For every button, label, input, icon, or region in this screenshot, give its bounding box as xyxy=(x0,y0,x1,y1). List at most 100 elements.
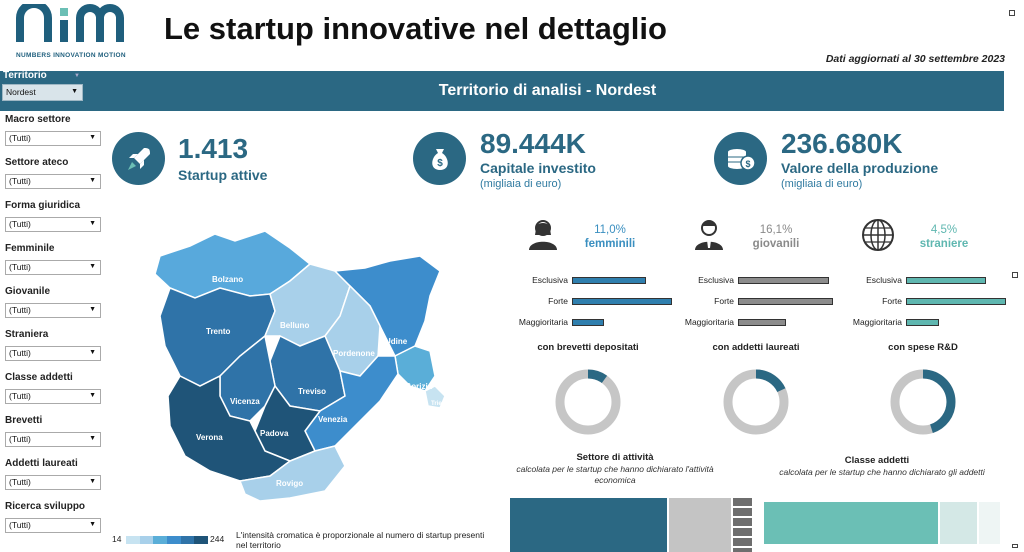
logo: NUMBERS INNOVATION MOTION xyxy=(16,0,150,59)
chevron-down-icon: ▼ xyxy=(89,521,96,528)
stacked-segment[interactable] xyxy=(669,498,733,552)
map-region-gorizia[interactable] xyxy=(394,345,436,392)
bar-label: Forte xyxy=(548,296,568,306)
filter-label: Classe addetti xyxy=(5,372,73,383)
filter-select[interactable]: (Tutti) ▼ xyxy=(5,475,101,490)
chevron-down-icon: ▼ xyxy=(89,177,96,184)
classe-sub: calcolata per le startup che hanno dichi… xyxy=(779,467,985,477)
filter-label: Femminile xyxy=(5,243,55,254)
map-label-pordenone: Pordenone xyxy=(333,349,375,358)
settore-sub: calcolata per le startup che hanno dichi… xyxy=(516,464,714,485)
bar[interactable] xyxy=(572,298,672,305)
bar-label: Esclusiva xyxy=(866,275,902,285)
classe-title: Classe addetti xyxy=(844,455,910,466)
donut-chart[interactable] xyxy=(887,366,959,438)
stacked-segment[interactable] xyxy=(979,502,1002,544)
filter-label: Giovanile xyxy=(5,286,51,297)
bar[interactable] xyxy=(906,319,939,326)
legend-min: 14 xyxy=(112,534,122,544)
filter-select[interactable]: (Tutti) ▼ xyxy=(5,260,101,275)
map-label-rovigo: Rovigo xyxy=(276,479,303,488)
resize-handle[interactable] xyxy=(1009,10,1015,16)
stacked-segment[interactable] xyxy=(764,502,940,544)
update-date: Dati aggiornati al 30 settembre 2023 xyxy=(825,53,1005,65)
filter-label: Ricerca sviluppo xyxy=(5,501,86,512)
kpi-produzione-icon-circle: $ xyxy=(714,132,767,185)
chevron-down-icon: ▼ xyxy=(89,306,96,313)
map-label-bolzano: Bolzano xyxy=(212,275,243,284)
settore-title: Settore di attività xyxy=(576,452,654,463)
stacked-segment[interactable] xyxy=(732,498,754,552)
settore-bar[interactable] xyxy=(510,498,754,552)
bar-label: Maggioritaria xyxy=(518,317,568,327)
donut-chart[interactable] xyxy=(720,366,792,438)
filter-label: Macro settore xyxy=(5,114,71,125)
filter-select[interactable]: (Tutti) ▼ xyxy=(5,174,101,189)
bar[interactable] xyxy=(906,277,986,284)
rocket-icon xyxy=(127,147,150,170)
nordest-map[interactable]: Bolzano Trento Belluno Udine Pordenone G… xyxy=(140,226,470,526)
kpi-capitale-label: Capitale investito xyxy=(480,160,596,176)
logo-mark-icon xyxy=(16,0,124,42)
filter-value: (Tutti) xyxy=(9,348,31,358)
filter-label: Addetti laureati xyxy=(5,458,78,469)
filter-label: Settore ateco xyxy=(5,157,69,168)
map-region-rovigo[interactable] xyxy=(238,445,346,502)
color-legend xyxy=(126,536,209,544)
donut-chart[interactable] xyxy=(552,366,624,438)
filter-select[interactable]: (Tutti) ▼ xyxy=(5,389,101,404)
map-label-gorizia: Gorizia xyxy=(405,382,433,391)
donut-title: con brevetti depositati xyxy=(537,342,639,353)
bar[interactable] xyxy=(572,319,604,326)
bar[interactable] xyxy=(906,298,1006,305)
stacked-segment[interactable] xyxy=(940,502,980,544)
filter-label: Straniera xyxy=(5,329,49,340)
share-pct: 11,0% xyxy=(594,224,626,236)
bar-label: Maggioritaria xyxy=(684,317,734,327)
filter-select[interactable]: (Tutti) ▼ xyxy=(5,303,101,318)
kpi-capitale-sub: (migliaia di euro) xyxy=(480,178,562,190)
territorio-label: Territorio xyxy=(3,70,47,81)
filter-select[interactable]: (Tutti) ▼ xyxy=(5,518,101,533)
territorio-select[interactable]: Nordest ▼ xyxy=(2,84,83,101)
bar[interactable] xyxy=(738,298,833,305)
kpi-produzione-sub: (migliaia di euro) xyxy=(781,178,863,190)
filter-value: (Tutti) xyxy=(9,391,31,401)
stacked-segment[interactable] xyxy=(510,498,670,552)
territorio-value: Nordest xyxy=(6,87,36,97)
map-region-verona[interactable] xyxy=(167,374,292,482)
man-icon xyxy=(692,217,726,256)
kpi-produzione-value: 236.680K xyxy=(781,128,903,159)
map-label-padova: Padova xyxy=(260,429,289,438)
share-pct: 16,1% xyxy=(759,224,793,236)
kpi-capitale-value: 89.444K xyxy=(480,128,586,159)
bar[interactable] xyxy=(738,319,786,326)
woman-icon xyxy=(526,217,560,256)
filter-select[interactable]: (Tutti) ▼ xyxy=(5,131,101,146)
map-region-trieste[interactable] xyxy=(424,385,446,409)
bar[interactable] xyxy=(572,277,646,284)
bar-label: Maggioritaria xyxy=(852,317,902,327)
filter-select[interactable]: (Tutti) ▼ xyxy=(5,346,101,361)
map-label-trieste: Trieste xyxy=(431,401,451,407)
resize-handle[interactable] xyxy=(1012,544,1018,548)
filter-select[interactable]: (Tutti) ▼ xyxy=(5,217,101,232)
classe-bar[interactable] xyxy=(764,502,1002,544)
bar-label: Esclusiva xyxy=(532,275,568,285)
map-label-belluno: Belluno xyxy=(280,321,309,330)
share-label: giovanili xyxy=(752,238,800,250)
filter-select[interactable]: (Tutti) ▼ xyxy=(5,432,101,447)
bar[interactable] xyxy=(738,277,829,284)
filter-value: (Tutti) xyxy=(9,219,31,229)
filter-value: (Tutti) xyxy=(9,176,31,186)
filter-value: (Tutti) xyxy=(9,434,31,444)
chevron-down-icon: ▼ xyxy=(71,88,78,95)
resize-handle[interactable] xyxy=(1012,272,1018,278)
page-title: Le startup innovative nel dettaglio xyxy=(164,11,667,46)
donut-title: con addetti laureati xyxy=(712,342,800,353)
kpi-startup-label: Startup attive xyxy=(178,167,268,183)
territorio-label-arrow: ▼ xyxy=(74,73,80,79)
chevron-down-icon: ▼ xyxy=(89,220,96,227)
chevron-down-icon: ▼ xyxy=(89,435,96,442)
share-label: femminili xyxy=(584,238,636,250)
